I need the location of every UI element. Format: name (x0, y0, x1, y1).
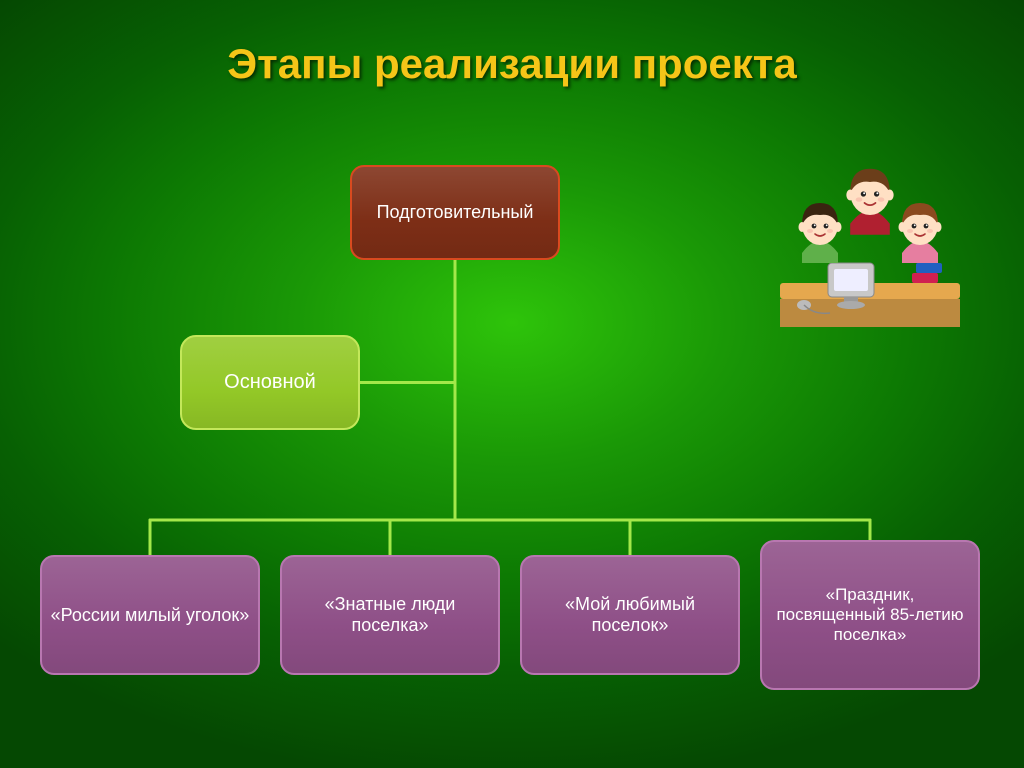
node-leaf-2: «Знатные люди поселка» (280, 555, 500, 675)
children-computer-illustration (760, 165, 980, 335)
node-leaf-3: «Мой любимый поселок» (520, 555, 740, 675)
node-preparatory-label: Подготовительный (377, 202, 534, 223)
node-leaf-4: «Праздник, посвященный 85-летию поселка» (760, 540, 980, 690)
node-main-label: Основной (224, 371, 316, 394)
node-leaf-4-label: «Праздник, посвященный 85-летию поселка» (770, 585, 970, 645)
node-leaf-3-label: «Мой любимый поселок» (530, 594, 730, 636)
node-leaf-1-label: «России милый уголок» (51, 605, 250, 626)
node-leaf-1: «России милый уголок» (40, 555, 260, 675)
node-main: Основной (180, 335, 360, 430)
node-leaf-2-label: «Знатные люди поселка» (290, 594, 490, 636)
node-preparatory: Подготовительный (350, 165, 560, 260)
